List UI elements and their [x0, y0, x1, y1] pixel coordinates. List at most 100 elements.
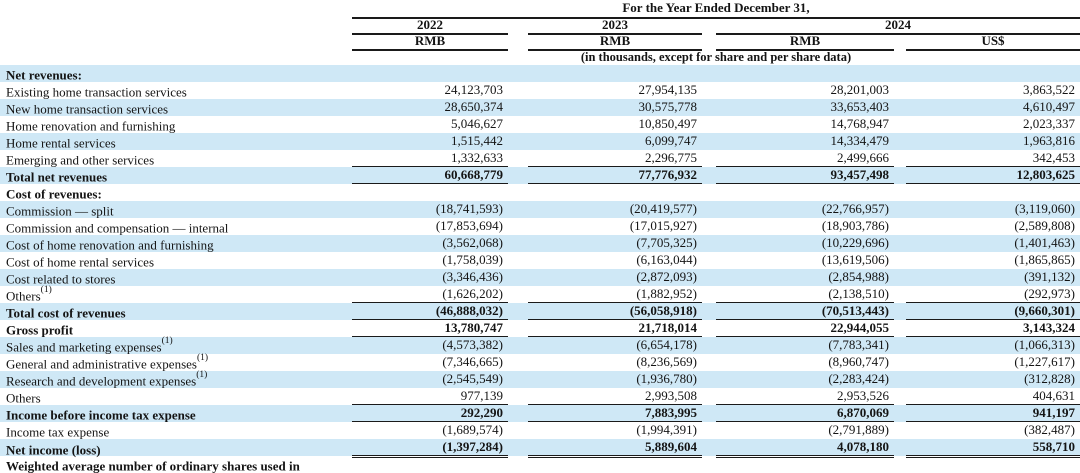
- year-column-2023: 2023: [528, 17, 702, 35]
- row-label: Net revenues:: [0, 64, 352, 83]
- row-label-text: Others: [6, 390, 41, 406]
- table-row: Income before income tax expense 292,290…: [0, 405, 1080, 422]
- row-label: Cost of revenues:: [0, 183, 352, 202]
- table-row: Emerging and other services 1,332,633 2,…: [0, 150, 1080, 167]
- row-label: Income before income tax expense: [0, 404, 352, 423]
- value-2022-rmb: 24,123,703: [444, 82, 504, 97]
- row-label: Income tax expense: [0, 421, 352, 440]
- row-label-text: Sales and marketing expenses: [6, 339, 162, 355]
- value-2024-usd: 2,023,337: [1023, 116, 1075, 131]
- value-2024-rmb: (7,783,341): [828, 337, 889, 352]
- currency-header-row: RMB RMB RMB US$: [0, 33, 1080, 51]
- value-2024-rmb: 2,499,666: [716, 150, 894, 167]
- value-2023-rmb: 77,776,932: [528, 167, 702, 184]
- row-label-text: Cost of revenues:: [6, 186, 102, 202]
- value-2024-usd: (1,865,865): [1014, 252, 1075, 267]
- value-2022-rmb: (17,853,694): [435, 218, 503, 233]
- value-2023-rmb: [528, 456, 702, 473]
- row-label: Emerging and other services: [0, 149, 352, 168]
- value-2024-rmb: (22,766,957): [821, 201, 889, 216]
- units-note: (in thousands, except for share and per …: [580, 50, 852, 64]
- row-label-text: Commission and compensation — internal: [6, 220, 229, 236]
- table-row: Commission — split (18,741,593) (20,419,…: [0, 201, 1080, 218]
- value-2022-rmb: (1,626,202): [352, 286, 508, 303]
- row-label-text: Home renovation and furnishing: [6, 118, 176, 134]
- value-2024-rmb: 2,953,526: [716, 388, 894, 405]
- row-label: Existing home transaction services: [0, 81, 352, 100]
- row-label-text: Total cost of revenues: [6, 305, 126, 321]
- row-label: Cost of home rental services: [0, 251, 352, 270]
- value-2023-rmb: 21,718,014: [528, 320, 702, 337]
- period-header-row: For the Year Ended December 31,: [0, 0, 1080, 19]
- period-header: For the Year Ended December 31,: [352, 0, 1080, 19]
- value-2024-rmb: [716, 184, 894, 201]
- table-row: Others 977,139 2,993,508 2,953,526 404,6…: [0, 388, 1080, 405]
- value-2022-rmb: 5,046,627: [451, 116, 503, 131]
- table-row: Total cost of revenues (46,888,032) (56,…: [0, 303, 1080, 320]
- value-2024-rmb: (70,513,443): [716, 303, 894, 320]
- value-2024-usd: (3,119,060): [1014, 201, 1075, 216]
- value-2023-rmb: (1,994,391): [636, 422, 697, 437]
- value-2024-rmb: (18,903,786): [821, 218, 889, 233]
- value-2022-rmb: 60,668,779: [352, 167, 508, 184]
- value-2023-rmb: (6,654,178): [636, 337, 697, 352]
- row-label: Net income (loss): [0, 439, 352, 458]
- row-label-text: Cost related to stores: [6, 271, 116, 287]
- value-2024-rmb: 14,768,947: [830, 116, 890, 131]
- value-2024-usd: 3,863,522: [1023, 82, 1075, 97]
- row-label-footnote: (1): [40, 284, 52, 295]
- value-2023-rmb: 2,296,775: [528, 150, 702, 167]
- row-label: Others(1): [0, 285, 352, 304]
- row-label: Research and development expenses(1): [0, 370, 352, 389]
- value-2022-rmb: (7,346,665): [442, 354, 503, 369]
- table-row: Others(1) (1,626,202) (1,882,952) (2,138…: [0, 285, 1080, 304]
- value-2024-rmb: (8,960,747): [828, 354, 889, 369]
- value-2024-usd: [906, 65, 1080, 82]
- value-2024-rmb: 33,653,403: [830, 99, 890, 114]
- table-row: Income tax expense (1,689,574) (1,994,39…: [0, 422, 1080, 439]
- value-2022-rmb: (1,689,574): [442, 422, 503, 437]
- table-row: New home transaction services 28,650,374…: [0, 99, 1080, 116]
- value-2023-rmb: (8,236,569): [636, 354, 697, 369]
- value-2023-rmb: (6,163,044): [636, 252, 697, 267]
- value-2023-rmb: [528, 184, 702, 201]
- row-label: Commission and compensation — internal: [0, 217, 352, 236]
- row-label: Weighted average number of ordinary shar…: [0, 455, 352, 473]
- value-2024-usd: (391,132): [1024, 269, 1075, 284]
- row-label: Gross profit: [0, 319, 352, 338]
- value-2022-rmb: 1,332,633: [352, 150, 508, 167]
- row-label-text: Cost of home rental services: [6, 254, 155, 270]
- table-row: Cost of home renovation and furnishing (…: [0, 235, 1080, 252]
- row-label: Home rental services: [0, 132, 352, 151]
- row-label-footnote: (1): [196, 369, 208, 380]
- table-body: Net revenues: Existing home transaction …: [0, 65, 1080, 473]
- currency-2024-usd: US$: [906, 33, 1080, 51]
- row-label: Sales and marketing expenses(1): [0, 336, 352, 355]
- value-2023-rmb: (1,882,952): [528, 286, 702, 303]
- value-2024-usd: (1,227,617): [1014, 354, 1075, 369]
- value-2024-rmb: (2,791,889): [828, 422, 889, 437]
- row-label: Total cost of revenues: [0, 302, 352, 321]
- value-2023-rmb: 6,099,747: [645, 133, 697, 148]
- currency-2022-rmb: RMB: [352, 33, 508, 51]
- value-2022-rmb: [352, 65, 508, 82]
- row-label-text: Net revenues:: [6, 67, 82, 83]
- value-2024-usd: (2,589,808): [1014, 218, 1075, 233]
- value-2022-rmb: (1,397,284): [352, 439, 508, 458]
- table-row: Weighted average number of ordinary shar…: [0, 456, 1080, 473]
- value-2024-rmb: (2,854,988): [828, 269, 889, 284]
- value-2024-usd: (9,660,301): [906, 303, 1080, 320]
- table-row: General and administrative expenses(1) (…: [0, 352, 1080, 371]
- row-label-footnote: (1): [196, 352, 209, 363]
- value-2023-rmb: 5,889,604: [528, 439, 702, 458]
- value-2024-usd: 342,453: [906, 150, 1080, 167]
- value-2024-rmb: [716, 456, 894, 473]
- units-note-row: (in thousands, except for share and per …: [0, 49, 1080, 65]
- value-2023-rmb: 7,883,995: [528, 405, 702, 422]
- value-2023-rmb: 2,993,508: [528, 388, 702, 405]
- value-2024-rmb: (2,138,510): [716, 286, 894, 303]
- value-2022-rmb: (46,888,032): [352, 303, 508, 320]
- value-2023-rmb: 10,850,497: [638, 116, 698, 131]
- value-2023-rmb: (17,015,927): [629, 218, 697, 233]
